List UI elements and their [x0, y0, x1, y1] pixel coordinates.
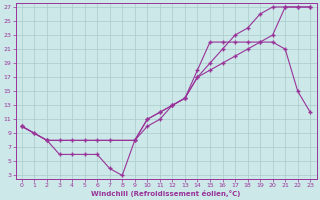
X-axis label: Windchill (Refroidissement éolien,°C): Windchill (Refroidissement éolien,°C) — [92, 190, 241, 197]
